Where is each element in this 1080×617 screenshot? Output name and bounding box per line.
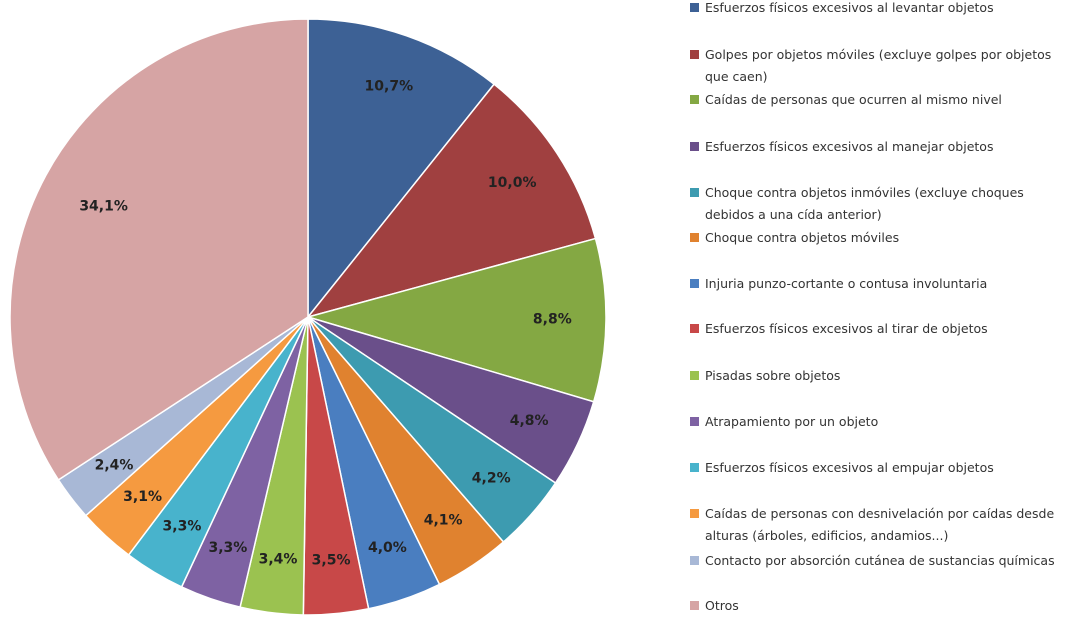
legend-label: Caídas de personas con desnivelación por… <box>705 506 1055 543</box>
data-label: 4,2% <box>472 471 511 487</box>
legend-swatch <box>690 3 699 12</box>
pie-slice <box>305 237 607 403</box>
legend-swatch <box>690 556 699 565</box>
legend-label: Contacto por absorción cutánea de sustan… <box>705 553 1055 568</box>
legend-swatch <box>690 371 699 380</box>
legend-swatch <box>690 463 699 472</box>
data-label: 10,0% <box>488 175 537 191</box>
legend-label: Esfuerzos físicos excesivos al empujar o… <box>705 460 994 475</box>
legend-label: Otros <box>705 598 739 613</box>
data-label: 4,0% <box>368 540 407 556</box>
data-label: 3,3% <box>163 518 202 534</box>
data-label: 10,7% <box>365 78 414 94</box>
legend-swatch <box>690 50 699 59</box>
data-label: 8,8% <box>533 312 572 328</box>
pie-slice <box>305 83 597 319</box>
pie-slice <box>9 18 309 481</box>
data-label: 3,3% <box>208 540 247 556</box>
legend-swatch <box>690 279 699 288</box>
data-label: 4,1% <box>424 513 463 529</box>
legend-label: Choque contra objetos móviles <box>705 230 900 245</box>
legend-swatch <box>690 95 699 104</box>
legend-label: Injuria punzo-cortante o contusa involun… <box>705 276 988 291</box>
legend-label: Esfuerzos físicos excesivos al levantar … <box>705 0 994 15</box>
legend-swatch <box>690 233 699 242</box>
legend-swatch <box>690 417 699 426</box>
legend-label: Choque contra objetos inmóviles (excluye… <box>705 185 1024 222</box>
data-label: 34,1% <box>79 198 128 214</box>
data-label: 4,8% <box>510 413 549 429</box>
data-label: 3,5% <box>312 552 351 568</box>
legend-label: Esfuerzos físicos excesivos al tirar de … <box>705 321 988 336</box>
data-label: 3,4% <box>259 552 298 568</box>
legend-label: Esfuerzos físicos excesivos al manejar o… <box>705 139 994 154</box>
legend-swatch <box>690 601 699 610</box>
legend-swatch <box>690 509 699 518</box>
legend-swatch <box>690 324 699 333</box>
data-label: 2,4% <box>95 458 134 474</box>
data-label: 3,1% <box>123 489 162 505</box>
legend-swatch <box>690 142 699 151</box>
legend-label: Golpes por objetos móviles (excluye golp… <box>705 47 1052 84</box>
legend-swatch <box>690 188 699 197</box>
pie-slice <box>307 18 496 320</box>
legend-label: Caídas de personas que ocurren al mismo … <box>705 92 1002 107</box>
chart: 10,7% 10,0% 8,8% 4,8% 4,2% 4,1% 4,0% 3,5% 3,4% 3,… <box>9 18 607 616</box>
legend-label: Atrapamiento por un objeto <box>705 414 879 429</box>
legend-label: Pisadas sobre objetos <box>705 368 841 383</box>
